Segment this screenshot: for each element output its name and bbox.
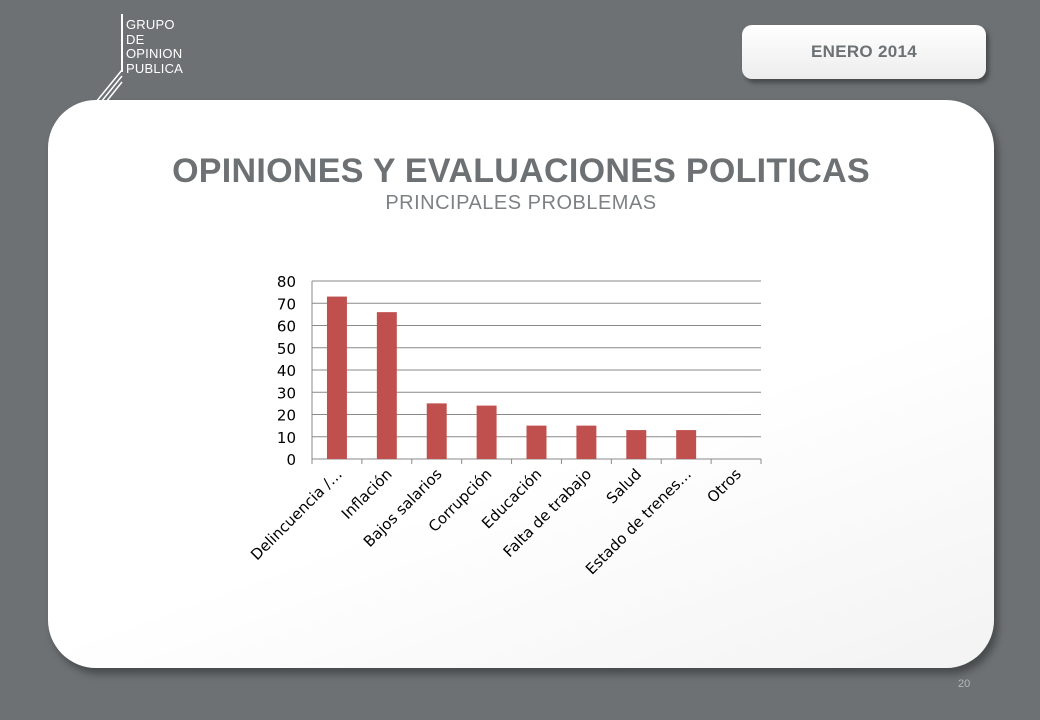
logo-line: OPINION bbox=[126, 46, 183, 61]
logo: GRUPO DE OPINION PUBLICA bbox=[96, 14, 216, 104]
y-tick-label: 40 bbox=[277, 362, 296, 380]
x-tick-label: Otros bbox=[703, 465, 745, 507]
page-title: OPINIONES Y EVALUACIONES POLITICAS bbox=[172, 152, 870, 190]
y-tick-label: 80 bbox=[277, 273, 296, 291]
bar bbox=[426, 403, 447, 459]
bar bbox=[326, 296, 347, 459]
x-tick-label: Falta de trabajo bbox=[500, 465, 596, 561]
y-tick-label: 60 bbox=[277, 318, 296, 336]
bar bbox=[576, 425, 597, 459]
y-tick-label: 20 bbox=[277, 407, 296, 425]
y-tick-label: 10 bbox=[277, 429, 296, 447]
logo-text: GRUPO DE OPINION PUBLICA bbox=[126, 17, 184, 76]
logo-line: GRUPO bbox=[126, 17, 175, 32]
y-tick-label: 30 bbox=[277, 384, 296, 402]
y-tick-label: 0 bbox=[286, 451, 296, 469]
logo-mark-icon bbox=[96, 14, 123, 103]
date-badge: ENERO 2014 bbox=[742, 25, 986, 79]
x-tick-label: Delincuencia /… bbox=[247, 465, 346, 564]
bar bbox=[476, 405, 497, 459]
y-tick-label: 70 bbox=[277, 295, 296, 313]
y-tick-label: 50 bbox=[277, 340, 296, 358]
x-tick-label: Salud bbox=[603, 465, 645, 507]
bar bbox=[376, 312, 397, 459]
content-card: OPINIONES Y EVALUACIONES POLITICAS PRINC… bbox=[48, 100, 994, 668]
logo-line: DE bbox=[126, 31, 145, 47]
bar bbox=[676, 430, 697, 459]
logo-line: PUBLICA bbox=[126, 60, 184, 76]
page-number: 20 bbox=[958, 678, 971, 690]
card-sheen bbox=[48, 100, 994, 668]
page-subtitle: PRINCIPALES PROBLEMAS bbox=[385, 192, 657, 214]
bar bbox=[526, 425, 547, 459]
bar bbox=[626, 430, 647, 459]
